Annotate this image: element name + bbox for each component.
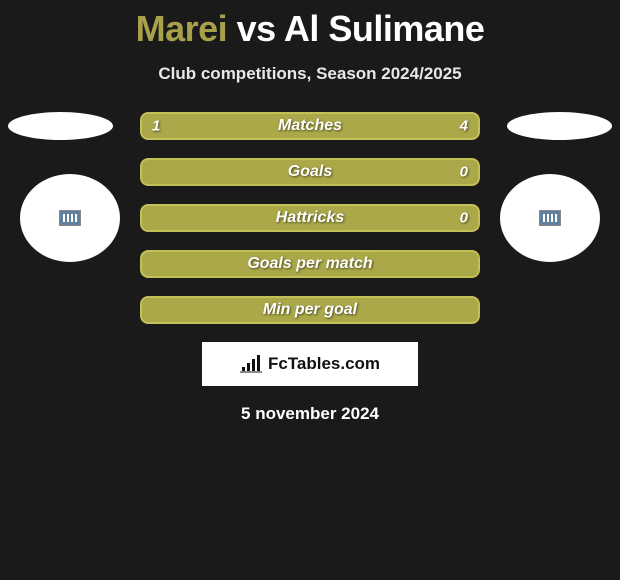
stat-row-matches: 1 Matches 4 (140, 112, 480, 140)
brand-text: FcTables.com (268, 354, 380, 374)
stat-row-goals-per-match: Goals per match (140, 250, 480, 278)
stat-row-goals: Goals 0 (140, 158, 480, 186)
chart-bar-icon (240, 355, 262, 373)
stat-value-right: 0 (460, 164, 468, 181)
comparison-infographic: Marei vs Al Sulimane Club competitions, … (0, 0, 620, 580)
stat-value-right: 4 (460, 118, 468, 135)
stat-row-min-per-goal: Min per goal (140, 296, 480, 324)
decorative-oval-right (507, 112, 612, 140)
team-badge-right (500, 174, 600, 262)
stat-row-hattricks: Hattricks 0 (140, 204, 480, 232)
stat-label: Matches (278, 117, 342, 135)
date-text: 5 november 2024 (0, 404, 620, 424)
stat-value-left: 1 (152, 118, 160, 135)
title-player2: Al Sulimane (284, 8, 485, 49)
decorative-oval-left (8, 112, 113, 140)
stat-value-right: 0 (460, 210, 468, 227)
team-badge-left (20, 174, 120, 262)
title-vs: vs (237, 8, 276, 49)
stat-label: Min per goal (263, 301, 357, 319)
title-player1: Marei (136, 8, 228, 49)
stat-bars: 1 Matches 4 Goals 0 Hattricks 0 Goals pe… (140, 112, 480, 324)
flag-placeholder-icon (59, 210, 81, 226)
subtitle: Club competitions, Season 2024/2025 (0, 64, 620, 84)
stat-label: Hattricks (276, 209, 344, 227)
brand-badge: FcTables.com (202, 342, 418, 386)
stat-label: Goals (288, 163, 332, 181)
bar-segment-left (140, 112, 201, 140)
flag-placeholder-icon (539, 210, 561, 226)
stat-label: Goals per match (247, 255, 372, 273)
stats-area: 1 Matches 4 Goals 0 Hattricks 0 Goals pe… (0, 112, 620, 424)
page-title: Marei vs Al Sulimane (0, 0, 620, 50)
